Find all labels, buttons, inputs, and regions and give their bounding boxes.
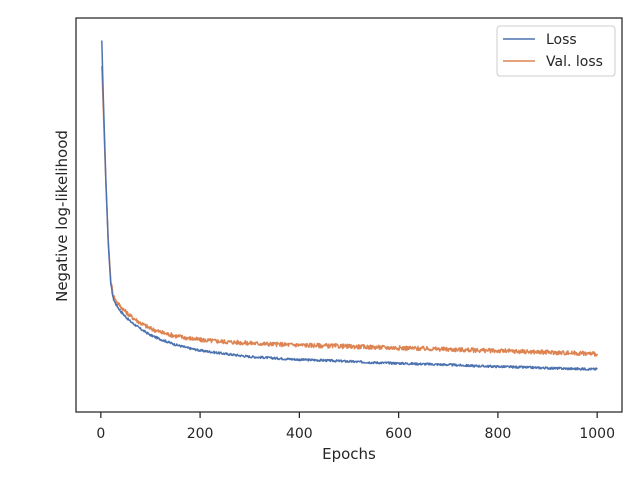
x-tick-label: 1000 [579, 426, 615, 442]
plot-frame [75, 17, 623, 413]
x-tick-label: 800 [485, 426, 512, 442]
x-tick-label: 200 [187, 426, 214, 442]
x-tick-label: 400 [286, 426, 313, 442]
x-ticks: 0 200 400 600 800 1000 [96, 412, 615, 442]
series-line-val-loss [101, 66, 598, 357]
legend-label-val-loss: Val. loss [546, 54, 603, 70]
series-layer [101, 40, 598, 371]
legend: Loss Val. loss [496, 25, 616, 77]
legend-label-loss: Loss [546, 32, 577, 48]
series-line-loss [101, 40, 598, 371]
x-tick-label: 600 [385, 426, 412, 442]
x-axis-label: Epochs [322, 445, 376, 463]
y-axis-label: Negative log-likelihood [53, 130, 71, 302]
x-tick-label: 0 [96, 426, 105, 442]
